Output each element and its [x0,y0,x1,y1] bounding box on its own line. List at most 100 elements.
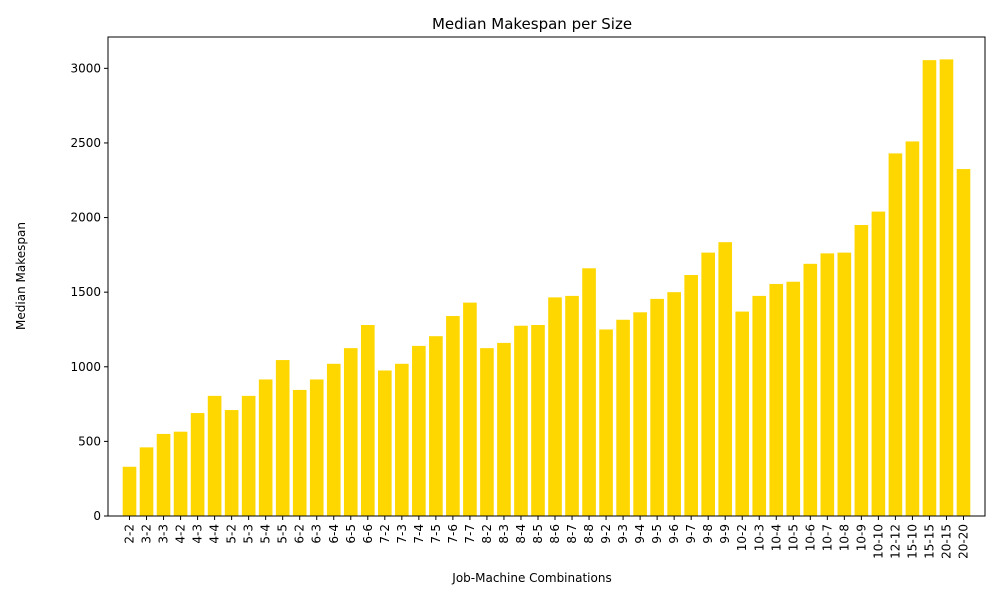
x-tick-label: 10-10 [871,524,885,559]
bar-8-7 [565,295,579,516]
bar-6-2 [292,389,307,516]
x-tick-label: 10-2 [735,524,749,551]
bar-4-4 [207,395,222,516]
bar-8-3 [497,342,511,516]
x-tick-label: 8-5 [531,524,545,544]
bar-7-2 [378,370,392,516]
bar-3-3 [156,433,171,516]
y-axis: 0 500 1000 1500 2000 2500 3000 [70,61,108,523]
bar-9-8 [701,252,715,516]
bar-8-6 [548,297,562,516]
x-tick-label: 7-6 [446,524,460,544]
x-tick-label: 10-8 [837,524,851,551]
x-tick-label: 6-4 [327,524,341,544]
bar-12-12 [888,153,903,516]
x-tick-label: 15-15 [922,524,936,559]
bar-6-3 [309,379,324,516]
x-tick-label: 7-3 [395,524,409,544]
bar-9-4 [633,312,647,516]
x-tick-label: 8-7 [565,524,579,544]
bar-10-8 [837,252,852,516]
plot-frame [107,36,986,517]
bar-20-20 [956,169,971,516]
y-tick-label: 1000 [70,360,101,374]
x-tick-label: 9-2 [599,524,613,544]
bar-10-5 [786,281,801,516]
x-tick-label: 6-6 [361,524,375,544]
y-tick-label: 0 [93,509,101,523]
x-tick-label: 9-8 [701,524,715,544]
bar-15-10 [905,141,920,516]
x-tick-label: 20-20 [956,524,970,559]
bar-10-4 [769,283,784,516]
x-tick-label: 7-5 [429,524,443,544]
x-tick-label: 8-2 [480,524,494,544]
x-tick-label: 7-2 [378,524,392,544]
bar-6-4 [326,363,341,516]
bar-9-2 [599,329,613,516]
x-tick-label: 2-2 [123,524,137,544]
x-tick-label: 5-3 [242,524,256,544]
bar-6-5 [343,348,358,516]
x-tick-label: 10-7 [820,524,834,551]
x-tick-label: 6-3 [310,524,324,544]
bar-10-6 [803,263,818,516]
bar-2-2 [122,466,137,516]
x-tick-label: 9-5 [650,524,664,544]
y-tick-label: 1500 [70,285,101,299]
bar-10-10 [871,211,886,516]
x-tick-label: 8-3 [497,524,511,544]
x-tick-label: 4-4 [208,524,222,544]
bar-10-9 [854,225,869,516]
x-tick-label: 15-10 [905,524,919,559]
x-tick-label: 7-4 [412,524,426,544]
bar-15-15 [922,60,937,516]
x-tick-label: 5-2 [225,524,239,544]
x-tick-label: 3-2 [140,524,154,544]
x-tick-label: 4-3 [191,524,205,544]
bar-5-3 [241,395,256,516]
x-tick-label: 3-3 [157,524,171,544]
x-tick-label: 7-7 [463,524,477,544]
bar-5-4 [258,379,273,516]
bar-20-15 [939,59,954,516]
x-tick-label: 6-2 [293,524,307,544]
bar-8-2 [480,348,494,516]
x-tick-label: 9-6 [667,524,681,544]
x-tick-label: 8-6 [548,524,562,544]
bar-9-6 [667,292,681,516]
x-tick-label: 5-4 [259,524,273,544]
x-axis: 2-2 3-2 3-3 4-2 4-3 4-4 5-2 5-3 5-4 5-5 6-2 6-3 6-4 6… [123,516,970,559]
y-tick-label: 500 [78,434,101,448]
bars-group [122,59,971,516]
bar-8-8 [582,268,596,516]
x-tick-label: 12-12 [888,524,902,559]
y-tick-label: 3000 [70,61,101,75]
x-tick-label: 10-4 [769,524,783,551]
chart-title: Median Makespan per Size [432,15,632,33]
bar-7-6 [446,316,460,516]
bar-5-5 [275,360,290,516]
bar-9-7 [684,275,698,516]
x-tick-label: 10-9 [854,524,868,551]
bar-7-5 [429,336,443,516]
bar-9-3 [616,319,630,516]
bar-7-3 [395,363,409,516]
bar-10-3 [752,295,767,516]
y-tick-label: 2500 [70,136,101,150]
bar-10-7 [820,253,835,516]
x-tick-label: 9-7 [684,524,698,544]
x-tick-label: 10-3 [752,524,766,551]
x-tick-label: 8-8 [582,524,596,544]
bar-7-4 [412,345,426,516]
bar-4-2 [173,431,188,516]
x-tick-label: 20-15 [939,524,953,559]
x-tick-label: 9-3 [616,524,630,544]
bar-9-9 [718,242,733,516]
x-tick-label: 10-5 [786,524,800,551]
x-tick-label: 9-9 [718,524,732,544]
y-axis-label: Median Makespan [14,222,28,330]
bar-3-2 [139,447,154,516]
bar-8-4 [514,325,528,516]
